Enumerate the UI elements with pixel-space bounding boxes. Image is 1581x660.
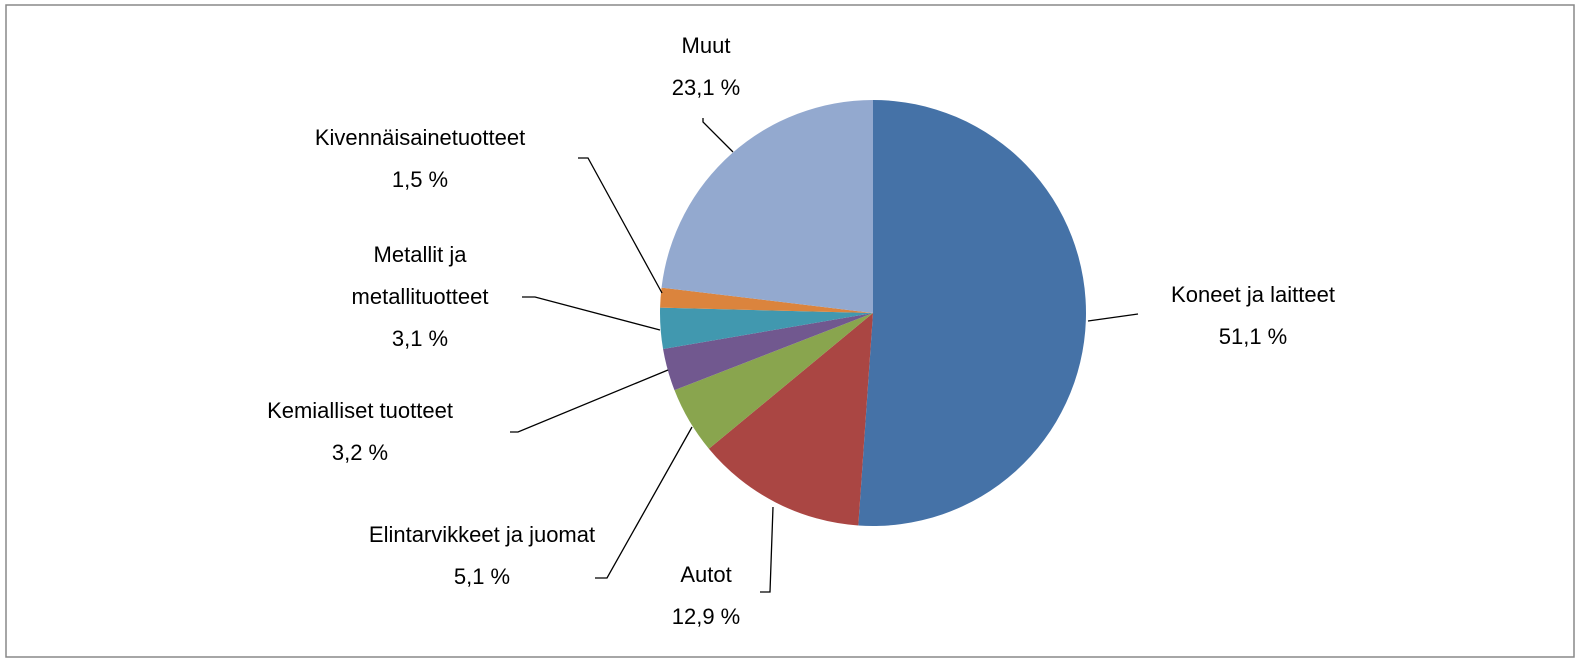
pie-slice [661,100,873,313]
leader-line [595,426,693,579]
value-label: 12,9 % [671,604,741,629]
slice-label: Koneet ja laitteet 51,1 % [1171,274,1335,358]
slice-label: Autot 12,9 % [672,554,741,638]
chart-border [5,4,1575,658]
slice-label: Muut 23,1 % [672,25,741,109]
category-label: Elintarvikkeet ja juomat [368,522,596,547]
leader-line [760,506,774,593]
category-label: Koneet ja laitteet [1171,282,1335,307]
pie-slice [660,287,873,313]
leader-line [702,118,734,153]
value-label: 3,2 % [331,440,389,465]
slice-label: Kemialliset tuotteet 3,2 % [267,390,453,474]
pie-slice [660,307,873,349]
leader-line [522,296,661,331]
category-label: Autot [680,562,732,587]
pie-slice [858,100,1087,526]
leader-line [578,157,663,294]
pie-slice [708,313,873,526]
leader-lines [510,118,1139,593]
value-label: 5,1 % [453,564,511,589]
leader-line [510,369,669,433]
category-label: Metallit ja metallituotteet [351,242,489,309]
slice-label: Elintarvikkeet ja juomat 5,1 % [367,514,597,598]
value-label: 3,1 % [391,326,449,351]
slice-label: Metallit ja metallituotteet 3,1 % [325,234,515,360]
value-label: 1,5 % [391,167,449,192]
category-label: Muut [681,33,731,58]
value-label: 23,1 % [671,75,741,100]
pie-slice [674,313,873,449]
category-label: Kivennäisainetuotteet [314,125,526,150]
pie-slice [663,313,873,391]
slice-label: Kivennäisainetuotteet 1,5 % [315,117,525,201]
leader-line [1087,313,1139,322]
category-label: Kemialliset tuotteet [267,398,453,423]
value-label: 51,1 % [1218,324,1288,349]
